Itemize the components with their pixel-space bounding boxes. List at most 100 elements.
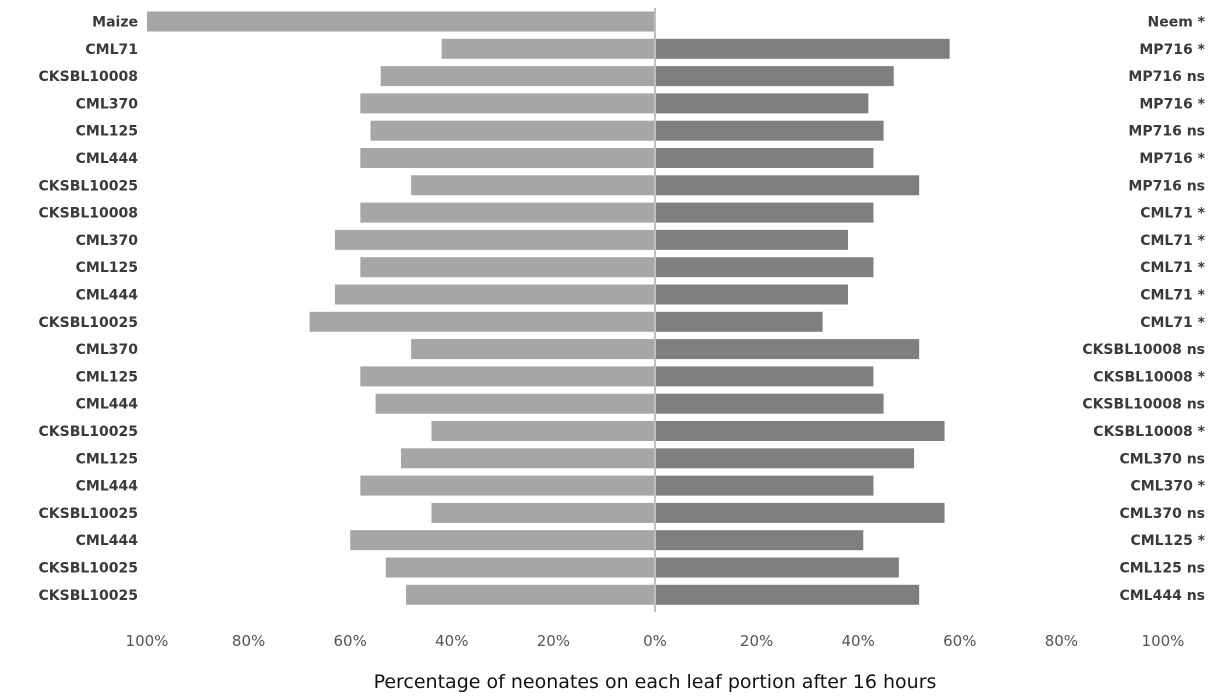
left-label-17: CML444 [76, 479, 139, 495]
right-label-5: MP716 * [1139, 151, 1205, 167]
right-label-19: CML125 * [1130, 533, 1205, 549]
right-category-labels: Neem * MP716 * MP716 ns MP716 * MP716 ns MP71… [1082, 15, 1205, 604]
left-label-12: CML370 [76, 342, 139, 358]
bar-left-8 [334, 229, 655, 250]
right-label-15: CKSBL10008 * [1093, 424, 1205, 440]
right-label-11: CML71 * [1140, 315, 1205, 331]
bar-left-14 [375, 393, 655, 414]
bar-right-8 [655, 229, 849, 250]
right-label-10: CML71 * [1140, 288, 1205, 304]
bar-left-5 [360, 148, 655, 168]
bars-group [147, 11, 950, 605]
left-label-3: CML370 [76, 96, 139, 112]
bar-right-20 [655, 557, 899, 578]
x-axis-tick-labels: 100% 80% 60% 40% 20% 0% 20% 40% 60% 80% 100% [126, 632, 1185, 650]
x-axis-title: Percentage of neonates on each leaf port… [374, 671, 937, 693]
right-label-14: CKSBL10008 ns [1082, 397, 1205, 413]
right-label-3: MP716 * [1139, 96, 1205, 112]
bar-left-19 [350, 530, 655, 551]
left-label-1: CML71 [85, 42, 138, 58]
left-label-8: CML370 [76, 233, 139, 249]
bar-right-11 [655, 311, 823, 332]
bar-left-0 [147, 11, 655, 32]
x-tick-label-6: 20% [740, 632, 773, 650]
bar-left-20 [385, 557, 655, 578]
bar-left-12 [411, 339, 655, 360]
right-label-8: CML71 * [1140, 233, 1205, 249]
right-label-2: MP716 ns [1128, 69, 1205, 85]
left-label-20: CKSBL10025 [38, 561, 138, 577]
bar-right-9 [655, 257, 874, 278]
left-label-21: CKSBL10025 [38, 588, 138, 604]
left-label-18: CKSBL10025 [38, 506, 138, 522]
bar-left-1 [441, 38, 655, 59]
left-label-16: CML125 [76, 451, 138, 467]
bar-left-18 [431, 502, 655, 523]
bar-right-16 [655, 448, 915, 469]
bar-left-7 [360, 202, 655, 223]
left-label-13: CML125 [76, 369, 138, 385]
bar-left-4 [370, 120, 655, 141]
bar-right-21 [655, 584, 920, 605]
x-tick-label-0: 100% [126, 632, 169, 650]
right-label-13: CKSBL10008 * [1093, 369, 1205, 385]
bar-right-6 [655, 175, 920, 196]
right-label-6: MP716 ns [1128, 178, 1205, 194]
right-label-17: CML370 * [1130, 479, 1205, 495]
bar-left-21 [406, 584, 655, 605]
bar-right-13 [655, 366, 874, 387]
left-label-2: CKSBL10008 [38, 69, 138, 85]
right-label-0: Neem * [1148, 15, 1206, 31]
bar-right-14 [655, 393, 884, 414]
bar-right-15 [655, 421, 945, 441]
bar-right-2 [655, 66, 894, 87]
x-tick-label-10: 100% [1142, 632, 1185, 650]
left-label-4: CML125 [76, 124, 138, 140]
bar-left-10 [334, 284, 655, 305]
bar-left-11 [309, 311, 655, 332]
right-label-16: CML370 ns [1119, 451, 1205, 467]
x-tick-label-9: 80% [1045, 632, 1078, 650]
left-label-7: CKSBL10008 [38, 206, 138, 222]
right-label-4: MP716 ns [1128, 124, 1205, 140]
bar-left-2 [380, 66, 655, 87]
left-label-10: CML444 [76, 288, 139, 304]
left-label-19: CML444 [76, 533, 139, 549]
bar-left-13 [360, 366, 655, 387]
left-label-6: CKSBL10025 [38, 178, 138, 194]
bar-left-17 [360, 475, 655, 496]
bar-right-10 [655, 284, 849, 305]
left-label-15: CKSBL10025 [38, 424, 138, 440]
bar-right-12 [655, 339, 920, 360]
bar-right-4 [655, 120, 884, 141]
bar-right-3 [655, 93, 869, 114]
left-label-0: Maize [92, 15, 138, 31]
right-label-12: CKSBL10008 ns [1082, 342, 1205, 358]
bar-right-18 [655, 502, 945, 523]
bar-right-1 [655, 38, 950, 59]
left-label-14: CML444 [76, 397, 139, 413]
x-tick-label-4: 20% [537, 632, 570, 650]
bar-left-16 [401, 448, 655, 469]
x-tick-label-1: 80% [232, 632, 265, 650]
right-label-1: MP716 * [1139, 42, 1205, 58]
x-tick-label-8: 60% [943, 632, 976, 650]
x-tick-label-7: 40% [842, 632, 875, 650]
left-label-11: CKSBL10025 [38, 315, 138, 331]
right-label-21: CML444 ns [1119, 588, 1205, 604]
right-label-18: CML370 ns [1119, 506, 1205, 522]
x-tick-label-5: 0% [643, 632, 667, 650]
x-tick-label-2: 60% [334, 632, 367, 650]
bar-right-5 [655, 148, 874, 168]
right-label-9: CML71 * [1140, 260, 1205, 276]
bar-left-3 [360, 93, 655, 114]
bar-right-19 [655, 530, 864, 551]
bar-left-6 [411, 175, 655, 196]
left-label-5: CML444 [76, 151, 139, 167]
bar-left-9 [360, 257, 655, 278]
bar-right-7 [655, 202, 874, 223]
bar-left-15 [431, 421, 655, 441]
bar-right-17 [655, 475, 874, 496]
x-tick-label-3: 40% [435, 632, 468, 650]
